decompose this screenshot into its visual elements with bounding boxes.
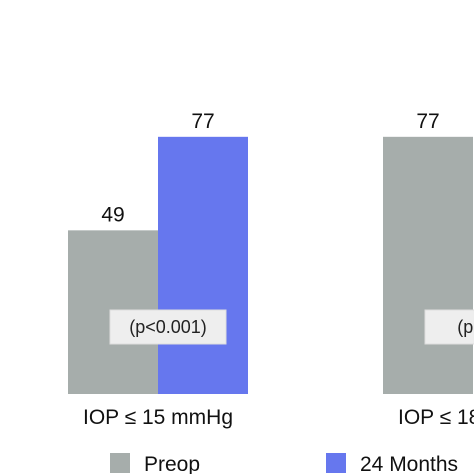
legend-swatch-0 xyxy=(110,453,130,473)
data-label-1-0: 77 xyxy=(191,110,214,133)
p-value-annotation-1: (p<0.0 xyxy=(424,309,474,345)
annotations: (p<0.001) (p<0.0 xyxy=(109,309,474,345)
p-value-annotation-0: (p<0.001) xyxy=(109,309,227,345)
data-labels: 49 77 77 xyxy=(101,110,439,227)
legend-label-0: Preop xyxy=(144,453,200,474)
bar-preop-1 xyxy=(383,136,473,394)
bar-24-months-0 xyxy=(158,136,248,394)
legend-label-1: 24 Months xyxy=(360,453,458,474)
p-value-text: (p<0.001) xyxy=(129,317,207,337)
p-value-text: (p<0.0 xyxy=(457,317,474,337)
p-value-box xyxy=(424,309,474,345)
legend-swatch-1 xyxy=(326,453,346,473)
category-labels: IOP ≤ 15 mmHg IOP ≤ 18 mmHg xyxy=(83,406,474,429)
category-label-1: IOP ≤ 18 mmHg xyxy=(398,406,474,429)
category-label-0: IOP ≤ 15 mmHg xyxy=(83,406,233,429)
p-value-box xyxy=(109,309,227,345)
bars xyxy=(68,136,473,394)
data-label-0-1: 77 xyxy=(416,110,439,133)
data-label-0-0: 49 xyxy=(101,203,124,226)
legend: Preop 24 Months xyxy=(110,453,458,474)
